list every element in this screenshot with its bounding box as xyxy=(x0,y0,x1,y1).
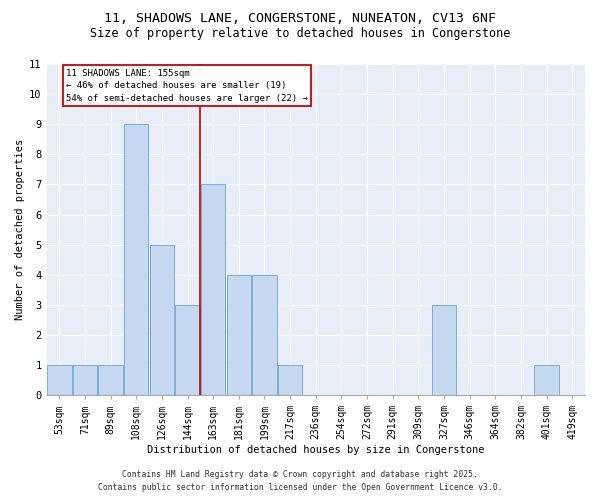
Y-axis label: Number of detached properties: Number of detached properties xyxy=(15,139,25,320)
Bar xyxy=(535,365,559,395)
Bar xyxy=(175,305,200,395)
Bar xyxy=(278,365,302,395)
Bar xyxy=(98,365,123,395)
Bar xyxy=(253,274,277,395)
Bar xyxy=(124,124,148,395)
Text: 11 SHADOWS LANE: 155sqm
← 46% of detached houses are smaller (19)
54% of semi-de: 11 SHADOWS LANE: 155sqm ← 46% of detache… xyxy=(66,68,308,102)
Text: Size of property relative to detached houses in Congerstone: Size of property relative to detached ho… xyxy=(90,28,510,40)
Bar xyxy=(73,365,97,395)
Bar xyxy=(227,274,251,395)
Text: 11, SHADOWS LANE, CONGERSTONE, NUNEATON, CV13 6NF: 11, SHADOWS LANE, CONGERSTONE, NUNEATON,… xyxy=(104,12,496,26)
Bar xyxy=(150,244,174,395)
Bar xyxy=(201,184,226,395)
Bar xyxy=(47,365,71,395)
X-axis label: Distribution of detached houses by size in Congerstone: Distribution of detached houses by size … xyxy=(147,445,485,455)
Text: Contains HM Land Registry data © Crown copyright and database right 2025.
Contai: Contains HM Land Registry data © Crown c… xyxy=(98,470,502,492)
Bar xyxy=(432,305,456,395)
